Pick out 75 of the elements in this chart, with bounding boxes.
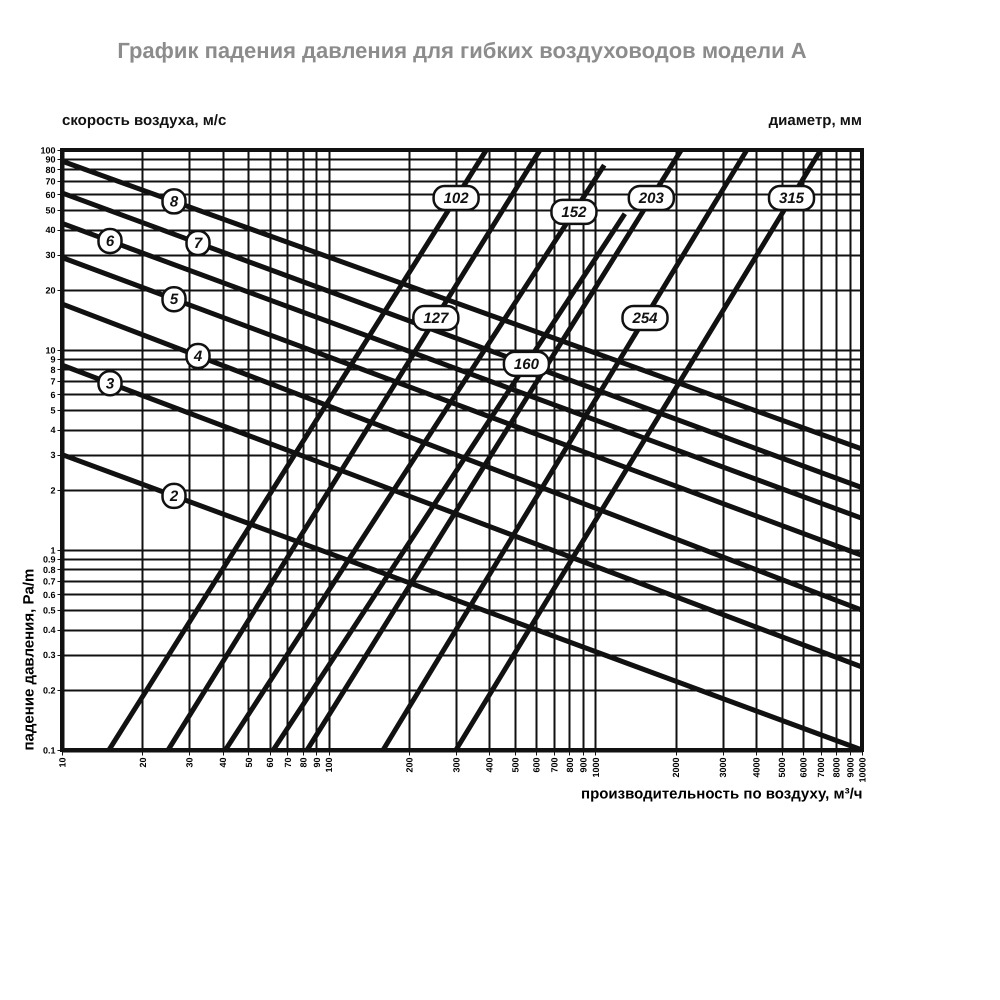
x-tick-label: 80 bbox=[298, 758, 308, 768]
x-axis-title: производительность по воздуху, м³/ч bbox=[581, 786, 862, 803]
series-label: 3 bbox=[106, 375, 115, 392]
x-tick-label: 100 bbox=[324, 758, 334, 773]
y-tick-label: 50 bbox=[45, 206, 56, 216]
y-tick-label: 6 bbox=[50, 390, 56, 400]
x-tick-label: 9000 bbox=[845, 758, 856, 778]
x-tick-label: 900 bbox=[578, 758, 589, 773]
x-tick-label: 800 bbox=[564, 758, 575, 773]
x-tick-label: 7000 bbox=[816, 758, 826, 778]
x-tick-label: 50 bbox=[244, 758, 254, 768]
y-axis-title: падение давления, Pa/m bbox=[20, 568, 38, 750]
x-tick-label: 6000 bbox=[798, 758, 808, 778]
y-tick-label: 8 bbox=[50, 364, 56, 375]
y-tick-label: 0.5 bbox=[42, 606, 56, 616]
y-tick-label: 2 bbox=[50, 485, 56, 496]
y-tick-label: 90 bbox=[45, 154, 56, 165]
x-tick-label: 70 bbox=[282, 758, 293, 768]
y-tick-label: 60 bbox=[45, 190, 56, 200]
y-tick-label: 0.1 bbox=[42, 746, 56, 756]
y-tick-label: 7 bbox=[50, 376, 56, 386]
y-tick-label: 1 bbox=[50, 546, 56, 556]
x-tick-label: 5000 bbox=[777, 758, 788, 778]
x-tick-label: 40 bbox=[218, 758, 228, 768]
x-tick-label: 60 bbox=[265, 758, 276, 768]
x-tick-label: 10 bbox=[58, 758, 68, 768]
series-label: 2 bbox=[168, 488, 179, 505]
y-tick-label: 20 bbox=[45, 285, 56, 296]
x-tick-label: 3000 bbox=[718, 758, 728, 778]
x-tick-label: 10000 bbox=[858, 758, 868, 783]
series-label: 315 bbox=[778, 190, 805, 207]
y-tick-label: 40 bbox=[45, 225, 56, 236]
y-tick-label: 10 bbox=[45, 346, 56, 356]
text: диаметр, мм bbox=[768, 112, 862, 129]
series-label: 127 bbox=[423, 310, 450, 327]
y-tick-label: 3 bbox=[50, 450, 56, 460]
x-tick-label: 1000 bbox=[590, 758, 601, 778]
series-label: 160 bbox=[514, 356, 540, 373]
x-tick-label: 500 bbox=[510, 758, 521, 773]
x-tick-label: 20 bbox=[138, 758, 148, 768]
x-tick-label: 300 bbox=[451, 758, 462, 773]
series-label: 203 bbox=[638, 190, 664, 207]
x-tick-label: 600 bbox=[532, 758, 542, 773]
x-tick-label: 4000 bbox=[751, 758, 762, 778]
series-label: 8 bbox=[170, 193, 179, 210]
series-label: 7 bbox=[194, 235, 203, 252]
y-tick-label: 9 bbox=[50, 354, 56, 365]
y-tick-label: 0.6 bbox=[42, 590, 56, 600]
y-tick-label: 80 bbox=[45, 164, 56, 175]
y-tick-label: 0.9 bbox=[42, 554, 56, 565]
y-tick-label: 70 bbox=[45, 176, 56, 186]
x-tick-label: 700 bbox=[550, 758, 560, 773]
x-tick-label: 30 bbox=[184, 758, 195, 768]
chart-title: График падения давления для гибких воздуховодов модели A bbox=[117, 38, 807, 63]
y-tick-label: 0.7 bbox=[42, 576, 56, 586]
y-tick-label: 4 bbox=[50, 425, 56, 436]
y-tick-label: 100 bbox=[40, 146, 56, 156]
series-label: 152 bbox=[561, 204, 588, 221]
series-label: 6 bbox=[106, 233, 115, 250]
x-tick-label: 90 bbox=[312, 758, 322, 768]
x-tick-label: 400 bbox=[484, 758, 495, 773]
series-label: 4 bbox=[192, 348, 203, 365]
y-tick-label: 5 bbox=[50, 406, 56, 416]
x-tick-label: 2000 bbox=[671, 758, 682, 778]
y-tick-label: 0.3 bbox=[42, 650, 56, 660]
series-label: 102 bbox=[444, 190, 470, 207]
x-tick-label: 200 bbox=[404, 758, 414, 773]
y-tick-label: 0.4 bbox=[42, 625, 56, 636]
text: скорость воздуха, м/с bbox=[62, 112, 226, 129]
series-label: 254 bbox=[631, 310, 658, 327]
y-tick-label: 0.8 bbox=[42, 564, 56, 575]
x-tick-label: 8000 bbox=[832, 758, 842, 778]
y-tick-label: 0.2 bbox=[42, 685, 56, 696]
series-label: 5 bbox=[170, 291, 179, 308]
y-tick-label: 30 bbox=[45, 250, 56, 260]
